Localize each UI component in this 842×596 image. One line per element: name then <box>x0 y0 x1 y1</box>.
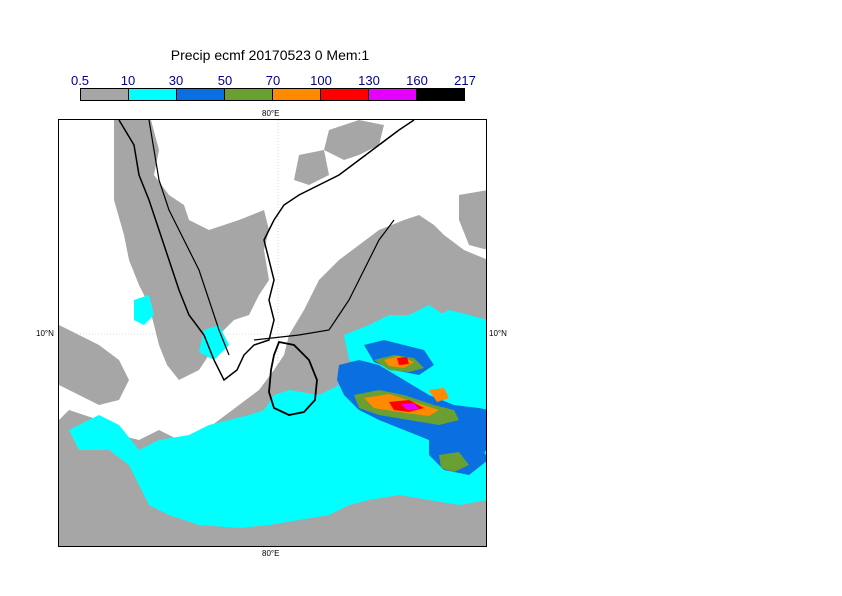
precip-area-moderate <box>134 295 154 325</box>
legend-swatch <box>81 89 129 100</box>
lon-label-top: 80°E <box>262 109 280 118</box>
legend-tick-label: 160 <box>406 73 428 88</box>
map-canvas <box>59 120 486 546</box>
precip-area-green <box>439 452 469 472</box>
lon-label-bottom: 80°E <box>262 549 280 558</box>
legend-swatch <box>369 89 417 100</box>
precip-area-orange <box>429 388 449 402</box>
precip-area-light <box>59 325 129 405</box>
legend-swatch <box>417 89 464 100</box>
precip-area-light <box>294 150 329 185</box>
coastline-east <box>253 219 395 341</box>
precip-area-magenta <box>401 403 419 410</box>
legend-swatch <box>273 89 321 100</box>
legend-tick-label: 10 <box>120 73 136 88</box>
legend-tick-label: 70 <box>265 73 281 88</box>
map-title: Precip ecmf 20170523 0 Mem:1 <box>170 47 370 63</box>
legend-tick-label: 100 <box>310 73 332 88</box>
legend-color-bar <box>80 88 465 101</box>
legend-tick-label: 130 <box>358 73 380 88</box>
legend-swatch <box>225 89 273 100</box>
precip-area-red <box>397 357 409 365</box>
legend-tick-label: 30 <box>168 73 184 88</box>
precip-area-light <box>324 120 384 160</box>
coastline-india <box>118 120 415 382</box>
lat-label-right: 10°N <box>489 329 507 338</box>
coastline-sri-lanka <box>268 340 318 416</box>
legend-labels: 0.5 10 30 50 70 100 130 160 217 <box>60 73 500 89</box>
coastline-inner <box>148 120 230 356</box>
precip-area-light <box>114 120 269 380</box>
legend-tick-label: 217 <box>454 73 476 88</box>
precip-area-moderate <box>199 325 229 360</box>
legend-tick-label: 0.5 <box>70 73 90 88</box>
lat-label-left: 10°N <box>36 329 54 338</box>
precip-map <box>58 119 487 547</box>
legend-swatch <box>177 89 225 100</box>
legend-swatch <box>321 89 369 100</box>
legend-swatch <box>129 89 177 100</box>
legend-tick-label: 50 <box>217 73 233 88</box>
precip-area-light <box>459 190 486 250</box>
